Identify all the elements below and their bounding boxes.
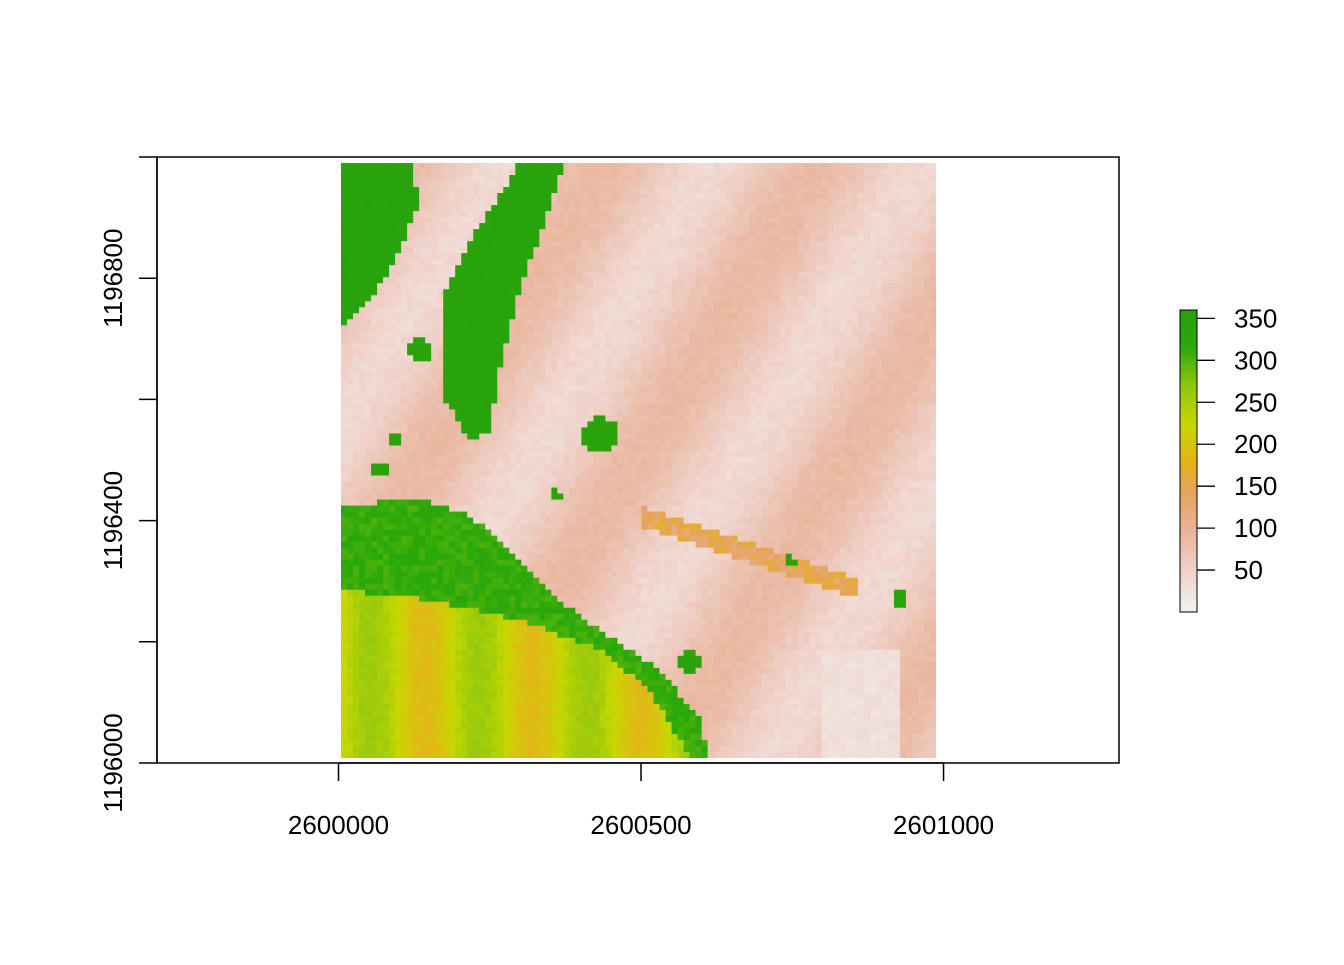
raster-image <box>341 163 936 758</box>
x-axis: 2600000 2600500 2601000 <box>288 763 994 840</box>
colorbar-tick-label: 100 <box>1234 513 1277 543</box>
legend-colorbar: 50 100 150 200 250 300 350 <box>1180 303 1277 612</box>
colorbar-ticks: 50 100 150 200 250 300 350 <box>1197 303 1277 585</box>
colorbar-tick-label: 300 <box>1234 345 1277 375</box>
colorbar-tick-label: 200 <box>1234 429 1277 459</box>
y-tick-label: 1196400 <box>98 471 128 570</box>
x-tick-label: 2600000 <box>288 810 389 840</box>
y-tick-label: 1196000 <box>98 713 128 812</box>
y-tick-label: 1196800 <box>98 229 128 328</box>
x-tick-label: 2600500 <box>590 810 691 840</box>
colorbar-tick-label: 250 <box>1234 387 1277 417</box>
x-tick-label: 2601000 <box>893 810 994 840</box>
colorbar-ramp <box>1180 310 1197 612</box>
colorbar-tick-label: 350 <box>1234 303 1277 333</box>
colorbar-tick-label: 50 <box>1234 555 1263 585</box>
colorbar-tick-label: 150 <box>1234 471 1277 501</box>
y-axis: 1196000 1196400 1196800 <box>98 157 157 813</box>
